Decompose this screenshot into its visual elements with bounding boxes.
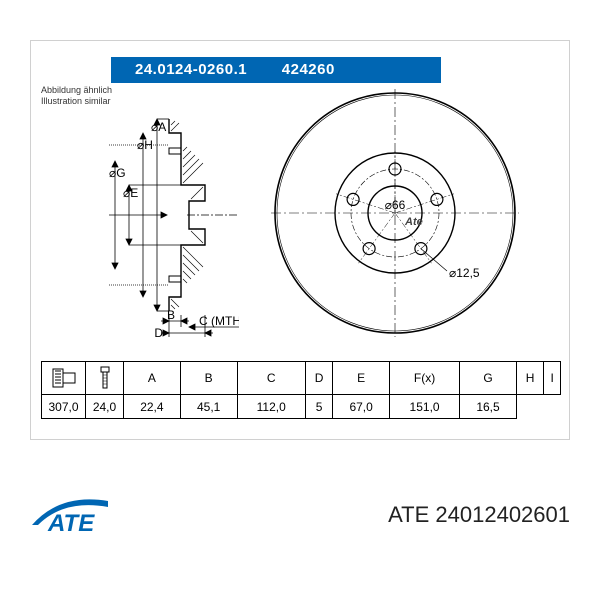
td-E: 112,0 — [237, 395, 305, 419]
header-code2: 424260 — [282, 61, 335, 78]
th-E: E — [333, 362, 390, 395]
diagram-area: ⌀I ⌀G ⌀E ⌀H ⌀A F(x) — [41, 83, 561, 343]
label-C: C (MTH) — [199, 314, 239, 328]
part-label: ATE 24012402601 — [388, 502, 570, 528]
spec-table: A B C D E F(x) G H I 307,0 24,0 22,4 45,… — [41, 361, 561, 419]
header-bar: 24.0124-0260.1 424260 — [111, 57, 441, 83]
bolt-icon — [97, 365, 113, 391]
td-I: 16,5 — [460, 395, 517, 419]
th-C: C — [237, 362, 305, 395]
th-Fx: F(x) — [390, 362, 460, 395]
header-code1: 24.0124-0260.1 — [135, 61, 247, 78]
td-B: 24,0 — [86, 395, 124, 419]
td-A: 307,0 — [42, 395, 86, 419]
td-D: 45,1 — [180, 395, 237, 419]
label-dia-A: ⌀A — [151, 120, 166, 134]
rotor-icon — [49, 365, 79, 391]
brand-mark: Ate — [404, 216, 423, 228]
th-I: I — [544, 362, 561, 395]
brand-logo: ATE — [30, 491, 110, 540]
label-B: B — [167, 308, 175, 322]
td-G: 67,0 — [333, 395, 390, 419]
th-D: D — [305, 362, 332, 395]
brand-text: ATE — [388, 502, 429, 527]
table-header-row: A B C D E F(x) G H I — [42, 362, 561, 395]
td-Fx: 5 — [305, 395, 332, 419]
th-G: G — [460, 362, 517, 395]
hub-dia-label: ⌀66 — [385, 198, 406, 212]
section-drawing: ⌀I ⌀G ⌀E ⌀H ⌀A F(x) — [109, 101, 239, 341]
label-dia-G: ⌀G — [109, 166, 126, 180]
td-H: 151,0 — [390, 395, 460, 419]
th-B: B — [180, 362, 237, 395]
table-values-row: 307,0 24,0 22,4 45,1 112,0 5 67,0 151,0 … — [42, 395, 561, 419]
th-A: A — [124, 362, 181, 395]
rotor-drawing: ⌀66 ⌀12,5 Ate — [271, 89, 519, 337]
label-dia-E: ⌀E — [123, 186, 138, 200]
rotor-icon-cell — [42, 362, 86, 395]
bolt-dia-label: ⌀12,5 — [449, 266, 480, 280]
td-C: 22,4 — [124, 395, 181, 419]
label-D: D — [154, 326, 163, 340]
label-dia-H: ⌀H — [137, 138, 153, 152]
part-number: 24012402601 — [435, 502, 570, 527]
bolt-icon-cell — [86, 362, 124, 395]
svg-text:ATE: ATE — [47, 510, 95, 535]
th-H: H — [516, 362, 543, 395]
product-card: 24.0124-0260.1 424260 Abbildung ähnlich … — [30, 40, 570, 440]
